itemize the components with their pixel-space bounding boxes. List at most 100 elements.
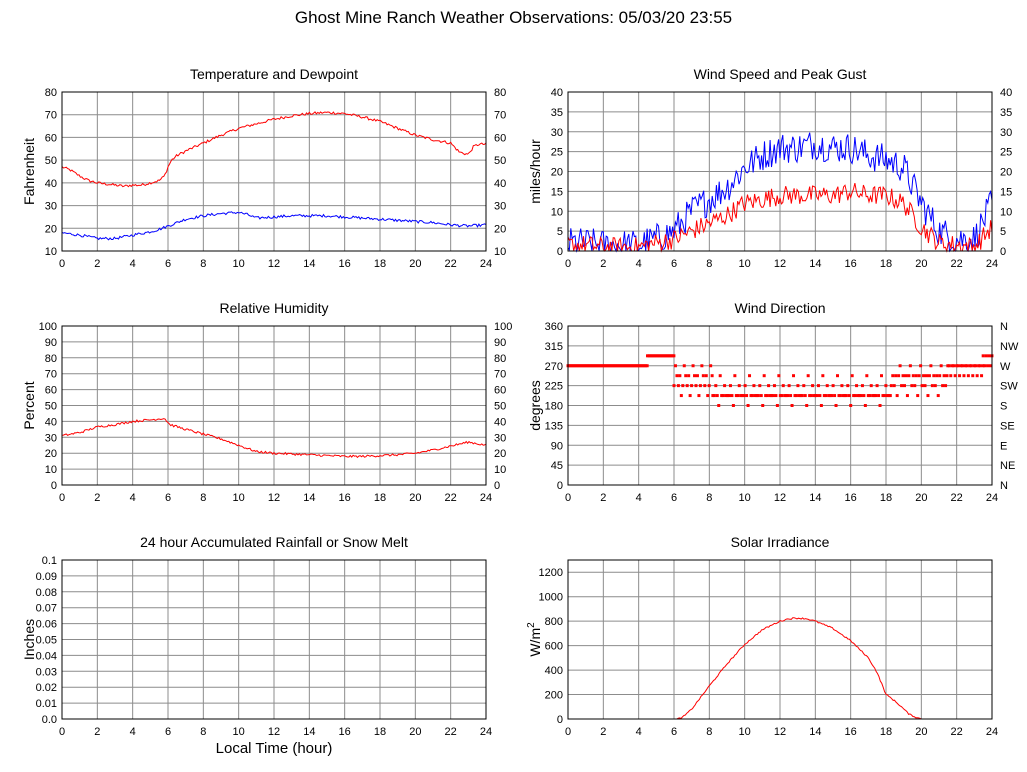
rain-xtick-label: 12 <box>268 726 280 738</box>
page-title: Ghost Mine Ranch Weather Observations: 0… <box>294 8 733 27</box>
dir-point <box>892 384 896 388</box>
dir-point <box>942 374 946 378</box>
rh-ytick-label: 60 <box>45 385 57 397</box>
dir-point <box>902 384 906 388</box>
dir-point <box>775 404 779 407</box>
dir-point <box>840 384 844 388</box>
rh-xtick-label: 14 <box>303 492 315 504</box>
wind-right-tick-label: 25 <box>1000 147 1012 159</box>
dir-point <box>846 384 850 388</box>
dir-ylabel: degrees <box>527 380 543 431</box>
dir-point <box>895 394 899 398</box>
solar-chart <box>567 559 993 720</box>
dir-point <box>952 364 956 368</box>
dir-point <box>860 384 864 388</box>
dir-point <box>707 384 711 388</box>
dir-point <box>645 364 649 368</box>
dir-right-tick-label: SE <box>1000 420 1015 432</box>
temp-ytick-label: 30 <box>45 201 57 213</box>
dir-point <box>756 394 760 398</box>
dir-point <box>676 384 680 388</box>
dir-point <box>736 394 740 398</box>
rain-xtick-label: 6 <box>165 726 171 738</box>
rh-ytick-label: 80 <box>45 353 57 365</box>
dir-point <box>875 384 879 388</box>
rh-ytick-label: 70 <box>45 369 57 381</box>
wind-xtick-label: 14 <box>809 258 821 270</box>
wind-right-tick-label: 40 <box>1000 87 1012 99</box>
temp-right-tick-label: 10 <box>494 246 506 258</box>
dir-point <box>688 394 692 398</box>
dir-point <box>727 394 731 398</box>
dir-point <box>811 384 815 388</box>
rain-ytick-label: 0.05 <box>36 635 57 647</box>
rh-chart <box>61 325 487 486</box>
dir-point <box>894 374 898 378</box>
dir-point <box>987 354 991 358</box>
dir-point <box>672 384 676 388</box>
dir-point <box>794 394 798 398</box>
dir-point <box>679 394 683 398</box>
rh-ytick-label: 10 <box>45 464 57 476</box>
rh-right-tick-label: 50 <box>494 401 506 413</box>
wind-ytick-label: 25 <box>551 147 563 159</box>
temp-ylabel: Fahrenheit <box>21 138 37 205</box>
rh-xtick-label: 16 <box>339 492 351 504</box>
wind-xtick-label: 12 <box>774 258 786 270</box>
dir-point <box>980 374 984 378</box>
rh-right-tick-label: 60 <box>494 385 506 397</box>
solar-xtick-label: 8 <box>706 726 712 738</box>
rain-xtick-label: 22 <box>445 726 457 738</box>
temp-xtick-label: 2 <box>94 258 100 270</box>
dir-point <box>737 384 741 388</box>
temp-xtick-label: 20 <box>409 258 421 270</box>
wind-ylabel-text: miles/hour <box>527 139 543 204</box>
dir-point <box>913 384 917 388</box>
dir-point <box>765 394 769 398</box>
rh-ytick-label: 30 <box>45 432 57 444</box>
dir-point <box>691 364 695 368</box>
dir-point <box>678 374 682 378</box>
wind-ytick-label: 5 <box>557 226 563 238</box>
dir-point <box>816 384 820 388</box>
temp-xtick-label: 24 <box>480 258 492 270</box>
dir-point <box>718 374 722 378</box>
dir-point <box>975 374 979 378</box>
wind-xtick-label: 2 <box>600 258 606 270</box>
rh-right-tick-label: 100 <box>494 321 512 333</box>
dir-point <box>675 374 679 378</box>
dir-point <box>805 404 809 407</box>
solar-xtick-label: 6 <box>671 726 677 738</box>
rain-ytick-label: 0.0 <box>42 714 57 726</box>
solar-xtick-label: 10 <box>739 726 751 738</box>
dir-xtick-label: 12 <box>774 492 786 504</box>
wind-ylabel: miles/hour <box>527 139 543 204</box>
wind-series-0-line <box>567 132 993 253</box>
dir-point <box>953 374 957 378</box>
dir-point <box>981 364 985 368</box>
wind-ytick-label: 30 <box>551 127 563 139</box>
temp-xtick-label: 0 <box>59 258 65 270</box>
wind-ytick-label: 0 <box>557 246 563 258</box>
dir-point <box>882 394 886 398</box>
dir-point <box>830 394 834 398</box>
wind-xtick-label: 8 <box>706 258 712 270</box>
wind-xtick-label: 10 <box>739 258 751 270</box>
dir-point <box>824 394 828 398</box>
dir-point <box>703 384 707 388</box>
dir-point <box>916 394 920 398</box>
rain-ytick-label: 0.09 <box>36 571 57 583</box>
dir-point <box>911 374 915 378</box>
dir-point <box>818 394 822 398</box>
dir-point <box>958 374 962 378</box>
dir-point <box>939 364 943 368</box>
dir-point <box>684 374 688 378</box>
dir-point <box>690 384 694 388</box>
dir-point <box>781 384 785 388</box>
dir-point <box>731 404 735 407</box>
rh-ylabel-text: Percent <box>21 381 37 429</box>
rh-xtick-label: 0 <box>59 492 65 504</box>
solar-xtick-label: 16 <box>845 726 857 738</box>
rh-ytick-label: 0 <box>51 480 57 492</box>
dir-point <box>969 364 973 368</box>
